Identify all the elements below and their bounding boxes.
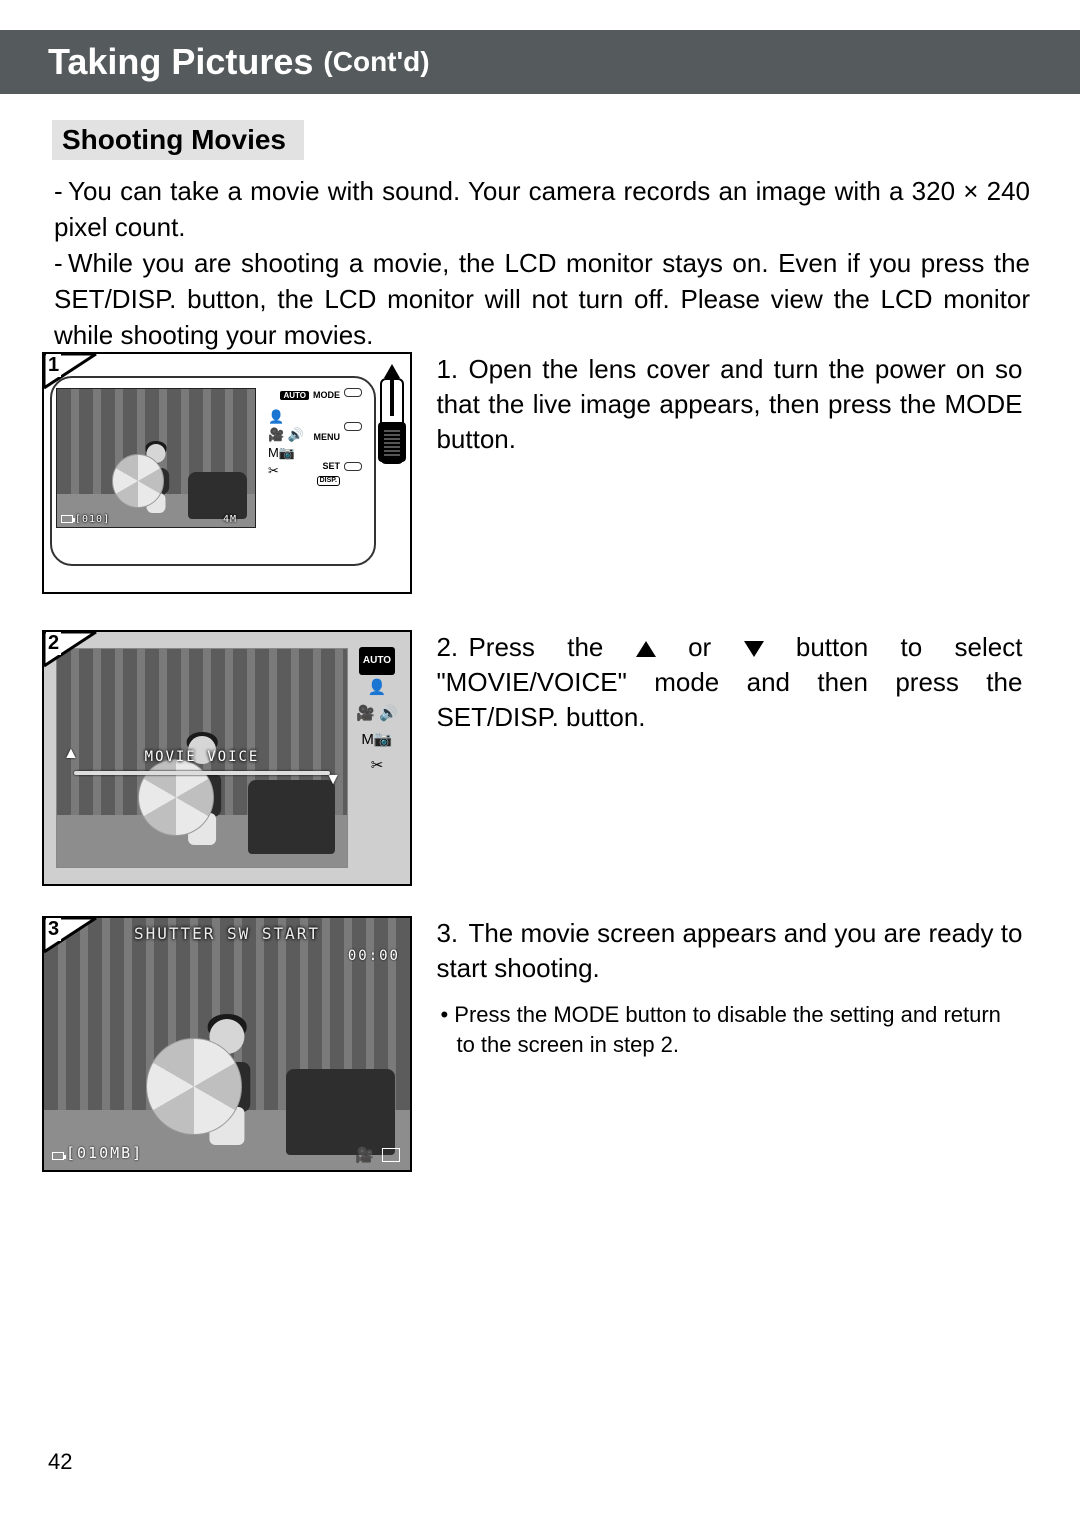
disp-label: DISP. bbox=[317, 476, 340, 486]
step-2-text: 2.Press the or button to select "MOVIE/V… bbox=[436, 630, 1022, 735]
movie-icon: 🎥 bbox=[356, 705, 375, 722]
mode-icon-sidebar: AUTO 👤 🎥 🔊 M📷 ✂ bbox=[354, 646, 400, 779]
up-triangle-icon bbox=[636, 641, 656, 657]
figure-3: 3 SHUTTER SW START 00:00 [010MB] 🎥 bbox=[42, 916, 412, 1172]
step-1-number: 1. bbox=[436, 352, 468, 387]
figure-number: 3 bbox=[46, 918, 61, 941]
step-row-2: 2 ▲ ▼ MOVIE VOICE AUTO 👤 bbox=[42, 630, 1032, 886]
sd-card-icon bbox=[382, 1148, 400, 1162]
manual-icon: M📷 bbox=[268, 444, 304, 462]
intro-block: -You can take a movie with sound. Your c… bbox=[54, 174, 1030, 353]
battery-icon bbox=[52, 1152, 64, 1160]
movie-voice-label: MOVIE VOICE bbox=[57, 749, 347, 765]
figure-2: 2 ▲ ▼ MOVIE VOICE AUTO 👤 bbox=[42, 630, 412, 886]
movie-icon: 🎥 bbox=[268, 427, 284, 442]
battery-icon bbox=[61, 515, 73, 523]
shutter-start-label: SHUTTER SW START bbox=[44, 924, 410, 943]
figure-1: 1 [010] 4M AUTO MODE MENU SET bbox=[42, 352, 412, 594]
selection-bar bbox=[74, 771, 329, 775]
step-3-text: 3.The movie screen appears and you are r… bbox=[436, 916, 1022, 1060]
mode-icon-column: 👤 🎥 🔊 M📷 ✂ bbox=[268, 408, 304, 480]
step-2-body-a: Press the bbox=[468, 632, 635, 662]
portrait-icon: 👤 bbox=[268, 408, 304, 426]
step-row-1: 1 [010] 4M AUTO MODE MENU SET bbox=[42, 352, 1032, 594]
lcd-movie-ready: SHUTTER SW START 00:00 [010MB] 🎥 bbox=[44, 918, 410, 1170]
page-header: Taking Pictures (Cont'd) bbox=[0, 30, 1080, 94]
osd-size: 4M bbox=[223, 514, 237, 525]
step-1-text: 1.Open the lens cover and turn the power… bbox=[436, 352, 1022, 457]
sound-icon: 🔊 bbox=[379, 705, 398, 722]
auto-pill: AUTO bbox=[280, 391, 309, 400]
memory-remaining: [010MB] bbox=[66, 1144, 143, 1162]
intro-line-2: -While you are shooting a movie, the LCD… bbox=[54, 246, 1030, 354]
header-title: Taking Pictures bbox=[48, 41, 313, 83]
tools-icon: ✂ bbox=[268, 462, 304, 480]
mode-label: MODE bbox=[313, 390, 340, 400]
step-2-number: 2. bbox=[436, 630, 468, 665]
zoom-knob bbox=[378, 422, 406, 462]
lcd-mode-select: ▲ ▼ MOVIE VOICE AUTO 👤 🎥 🔊 M📷 ✂ bbox=[44, 632, 410, 884]
lcd-preview: [010] 4M bbox=[56, 388, 256, 528]
step-1-body: Open the lens cover and turn the power o… bbox=[436, 354, 1022, 454]
step-3-bullet: • Press the MODE button to disable the s… bbox=[436, 1000, 1022, 1059]
section-heading: Shooting Movies bbox=[52, 120, 304, 160]
movie-icon: 🎥 bbox=[355, 1146, 374, 1164]
step-row-3: 3 SHUTTER SW START 00:00 [010MB] 🎥 3.Th bbox=[42, 916, 1032, 1172]
sound-icon: 🔊 bbox=[288, 427, 304, 442]
down-triangle-icon bbox=[744, 641, 764, 657]
tools-icon: ✂ bbox=[354, 753, 400, 779]
step-3-body: The movie screen appears and you are rea… bbox=[436, 918, 1022, 983]
figure-number: 1 bbox=[46, 354, 61, 377]
step-2-body-b: or bbox=[656, 632, 744, 662]
header-subtitle: (Cont'd) bbox=[323, 46, 429, 78]
manual-icon: M📷 bbox=[354, 727, 400, 753]
record-time: 00:00 bbox=[348, 948, 400, 964]
intro-line-1: -You can take a movie with sound. Your c… bbox=[54, 174, 1030, 246]
step-3-bullet-text: Press the MODE button to disable the set… bbox=[454, 1002, 1001, 1057]
mode-button bbox=[344, 388, 362, 397]
menu-button bbox=[344, 422, 362, 431]
menu-label: MENU bbox=[314, 432, 341, 442]
intro-text-2: While you are shooting a movie, the LCD … bbox=[54, 248, 1030, 350]
auto-pill: AUTO bbox=[359, 647, 395, 675]
osd-frame-count: [010] bbox=[75, 514, 110, 525]
step-3-number: 3. bbox=[436, 916, 468, 951]
camera-back-diagram: [010] 4M AUTO MODE MENU SET DISP. 👤 🎥 🔊 M… bbox=[44, 354, 410, 592]
set-disp-button bbox=[344, 462, 362, 471]
page-number: 42 bbox=[48, 1449, 72, 1475]
figure-number: 2 bbox=[46, 632, 61, 655]
intro-text-1: You can take a movie with sound. Your ca… bbox=[54, 176, 1030, 242]
set-label: SET bbox=[322, 462, 340, 472]
portrait-icon: 👤 bbox=[354, 675, 400, 701]
